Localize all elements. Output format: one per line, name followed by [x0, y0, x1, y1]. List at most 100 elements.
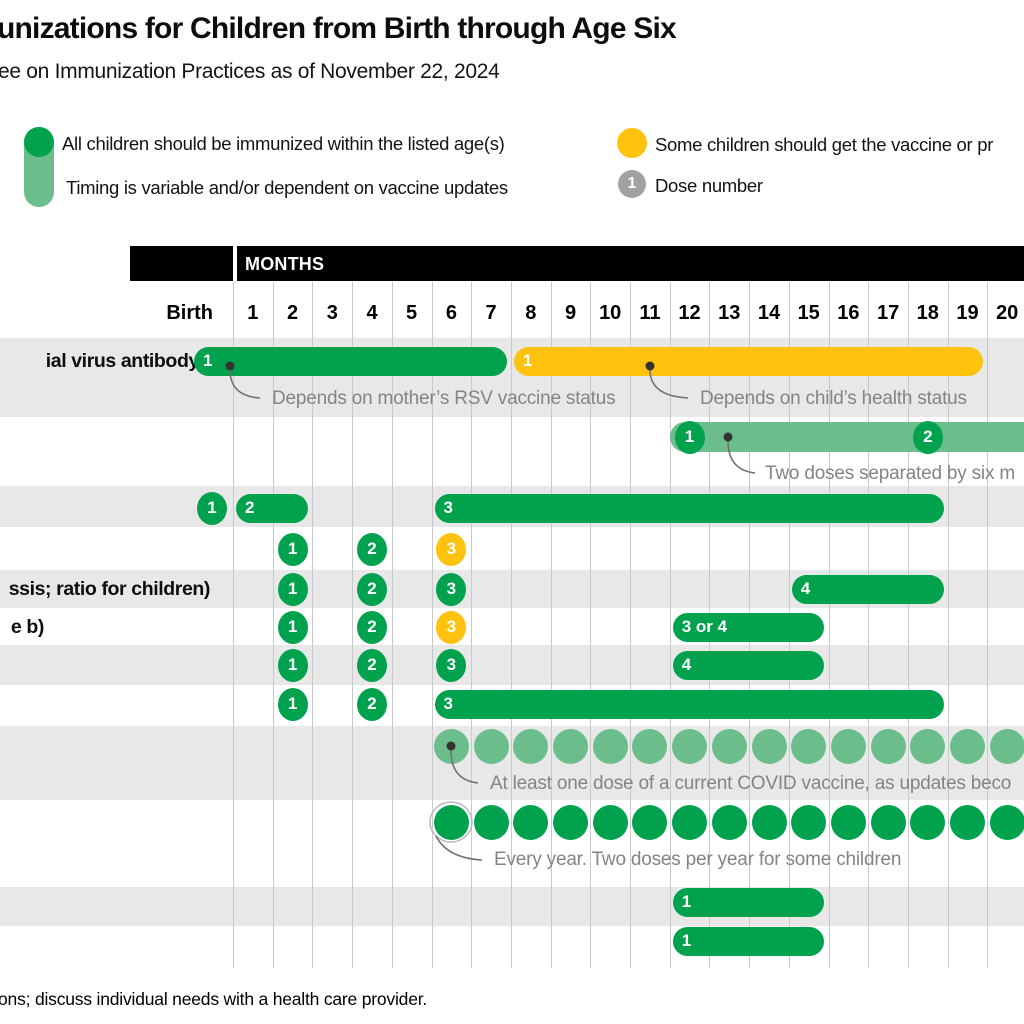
dose-circle: 3 — [436, 648, 467, 682]
month-label: 18 — [916, 302, 939, 324]
dose-dot — [989, 804, 1024, 840]
dose-dot — [433, 804, 469, 840]
dose-circle: 3 — [436, 610, 467, 644]
gridline — [471, 282, 473, 968]
dose-number: 1 — [203, 351, 213, 370]
dose-dot — [791, 804, 827, 840]
month-label: 11 — [639, 302, 661, 324]
dose-dot — [513, 728, 549, 764]
dose-number: 1 — [681, 892, 692, 911]
gridline — [391, 282, 393, 968]
dose-dot — [672, 728, 707, 764]
month-label: 8 — [525, 302, 537, 324]
dose-circle: 1 — [277, 532, 308, 566]
row-band — [0, 645, 1024, 685]
dose-circle: 2 — [912, 420, 943, 454]
dose-dot — [473, 804, 509, 840]
gridline — [352, 282, 354, 968]
month-label: 19 — [956, 302, 979, 324]
dose-circle: 1 — [277, 687, 308, 721]
month-label: 7 — [485, 302, 497, 324]
dose-circle: 1 — [197, 491, 227, 525]
dose-circle: 2 — [357, 687, 387, 721]
dose-dot — [592, 804, 628, 840]
annotation-text: Depends on mother’s RSV vaccine status — [272, 388, 616, 409]
dose-dot — [830, 804, 866, 840]
month-label: 10 — [599, 302, 622, 324]
dose-number: 2 — [245, 498, 255, 517]
dose-dot — [672, 804, 707, 840]
dose-number: 3 — [443, 498, 453, 517]
dose-dot — [910, 728, 946, 764]
month-label: 5 — [406, 302, 418, 324]
dose-circle: 2 — [357, 610, 387, 644]
dose-number: 3 — [443, 694, 453, 713]
dose-dot — [751, 728, 787, 764]
dose-dot — [830, 728, 866, 764]
annotation-text: Two doses separated by six m — [765, 463, 1015, 484]
dose-dot — [950, 728, 985, 764]
dose-number: 1 — [681, 931, 692, 950]
dose-circle: 1 — [277, 610, 308, 644]
dose-circle: 1 — [277, 648, 308, 682]
dose-dot — [632, 804, 668, 840]
dose-dot — [553, 728, 588, 764]
dose-dot — [711, 804, 747, 840]
dose-dot — [632, 728, 668, 764]
gridline — [590, 282, 592, 968]
legend-dose-number-label: Dose number — [655, 175, 763, 196]
gridline — [868, 282, 870, 968]
dose-number: 3 or 4 — [681, 617, 728, 636]
dose-number: 4 — [681, 655, 692, 674]
month-label: 6 — [445, 302, 457, 324]
month-label: 2 — [287, 302, 299, 324]
month-label: 20 — [996, 302, 1019, 324]
dose-circle: 1 — [277, 572, 308, 606]
header-bar-months-section: MONTHS — [237, 246, 1024, 281]
birth-column-label: Birth — [166, 302, 213, 324]
gridline — [550, 282, 552, 968]
dose-dot — [950, 804, 985, 840]
dose-circle: 3 — [436, 572, 467, 606]
gridline — [510, 282, 512, 968]
month-label: 13 — [718, 302, 741, 324]
dose-dot — [910, 804, 946, 840]
gridline — [233, 282, 234, 968]
dose-dot — [433, 728, 469, 764]
dose-number: 1 — [522, 351, 533, 370]
dose-dot — [711, 728, 747, 764]
dose-dot — [751, 804, 787, 840]
dose-pill: 4 — [791, 574, 944, 604]
gridline — [630, 282, 631, 968]
month-label: 17 — [876, 302, 900, 324]
dose-pill: 1 — [672, 887, 825, 917]
gridline — [907, 282, 909, 968]
month-label: 3 — [326, 302, 338, 324]
legend-timing-variable-label: Timing is variable and/or dependent on v… — [66, 177, 508, 198]
dose-pill: 1 — [513, 346, 984, 376]
dose-circle: 1 — [674, 420, 705, 454]
dose-dot — [989, 728, 1024, 764]
annotation-text: Depends on child’s health status — [700, 388, 967, 409]
header-bar-birth-section — [130, 246, 233, 281]
month-label: 16 — [837, 302, 860, 324]
gridline — [312, 282, 314, 968]
dose-pill: 4 — [672, 650, 825, 680]
variable-timing-bar — [669, 422, 1024, 452]
page-title: unizations for Children from Birth throu… — [0, 12, 677, 45]
dose-pill: 1 — [194, 346, 507, 376]
gridline — [272, 282, 274, 968]
gridline — [431, 282, 433, 968]
dose-dot — [473, 728, 509, 764]
legend-yellow-swatch — [617, 128, 647, 158]
dose-dot — [513, 804, 549, 840]
footer-note: ons; discuss individual needs with a hea… — [0, 989, 428, 1009]
dose-dot — [553, 804, 588, 840]
dose-pill: 3 — [434, 689, 944, 719]
legend-all-children-label: All children should be immunized within … — [62, 133, 505, 154]
dose-circle: 3 — [436, 532, 467, 566]
legend-pill-swatch-top-circle — [24, 127, 54, 157]
dose-dot — [870, 804, 906, 840]
dose-pill: 2 — [236, 493, 309, 523]
